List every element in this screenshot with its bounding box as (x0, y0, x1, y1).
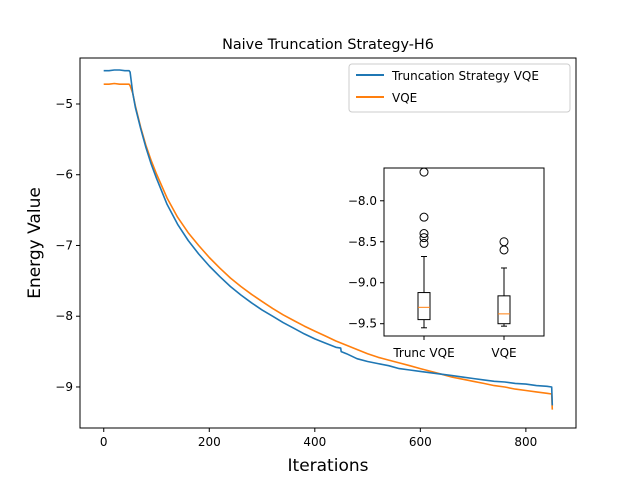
inset-background (384, 168, 544, 336)
y-tick-label: −7 (55, 238, 73, 252)
legend-box (348, 63, 571, 113)
box-body (497, 295, 511, 325)
y-tick-label: −9 (55, 380, 73, 394)
main-chart: Naive Truncation Strategy-H6 Iterations … (25, 37, 577, 476)
box-outlier (419, 233, 429, 243)
box-trunc-vqe (417, 167, 431, 329)
inset-y-tick-label: −9.0 (348, 276, 377, 290)
inset-boxes (417, 167, 511, 329)
main-axis-ticks: 0 200 400 600 800 −9 −8 −7 −6 −5 (55, 97, 537, 449)
main-series-lines (103, 69, 554, 410)
x-axis-label: Iterations (288, 456, 369, 476)
legend-label-truncation: Truncation Strategy VQE (391, 69, 539, 83)
y-tick-label: −8 (55, 309, 73, 323)
y-axis-label: Energy Value (25, 187, 45, 299)
box-outlier (419, 238, 429, 248)
x-tick-label: 0 (100, 435, 108, 449)
box-vqe (497, 237, 511, 327)
inset-boxplot: −9.5 −9.0 −8.5 −8.0 Trunc VQE VQE (348, 167, 545, 360)
y-tick-label: −6 (55, 168, 73, 182)
legend-label-vqe: VQE (392, 91, 417, 105)
box-outlier (419, 212, 429, 222)
box-outlier (419, 229, 429, 239)
x-tick-label: 800 (514, 435, 537, 449)
y-tick-label: −5 (55, 97, 73, 111)
inset-y-tick-label: −8.0 (348, 194, 377, 208)
inset-category-trunc: Trunc VQE (392, 346, 454, 360)
x-tick-label: 600 (409, 435, 432, 449)
inset-category-vqe: VQE (491, 346, 516, 360)
x-tick-label: 400 (303, 435, 326, 449)
inset-y-tick-label: −9.5 (348, 317, 377, 331)
chart-title: Naive Truncation Strategy-H6 (222, 37, 434, 53)
inset-y-tick-label: −8.5 (348, 235, 377, 249)
inset-frame (383, 167, 545, 337)
legend: Truncation Strategy VQE VQE (348, 63, 571, 113)
series-line-truncation-vqe (103, 69, 554, 406)
box-outlier (499, 245, 509, 255)
box-body (417, 292, 431, 321)
inset-axis-ticks: −9.5 −9.0 −8.5 −8.0 (348, 194, 505, 340)
main-plot-frame (79, 57, 577, 429)
x-tick-label: 200 (198, 435, 221, 449)
